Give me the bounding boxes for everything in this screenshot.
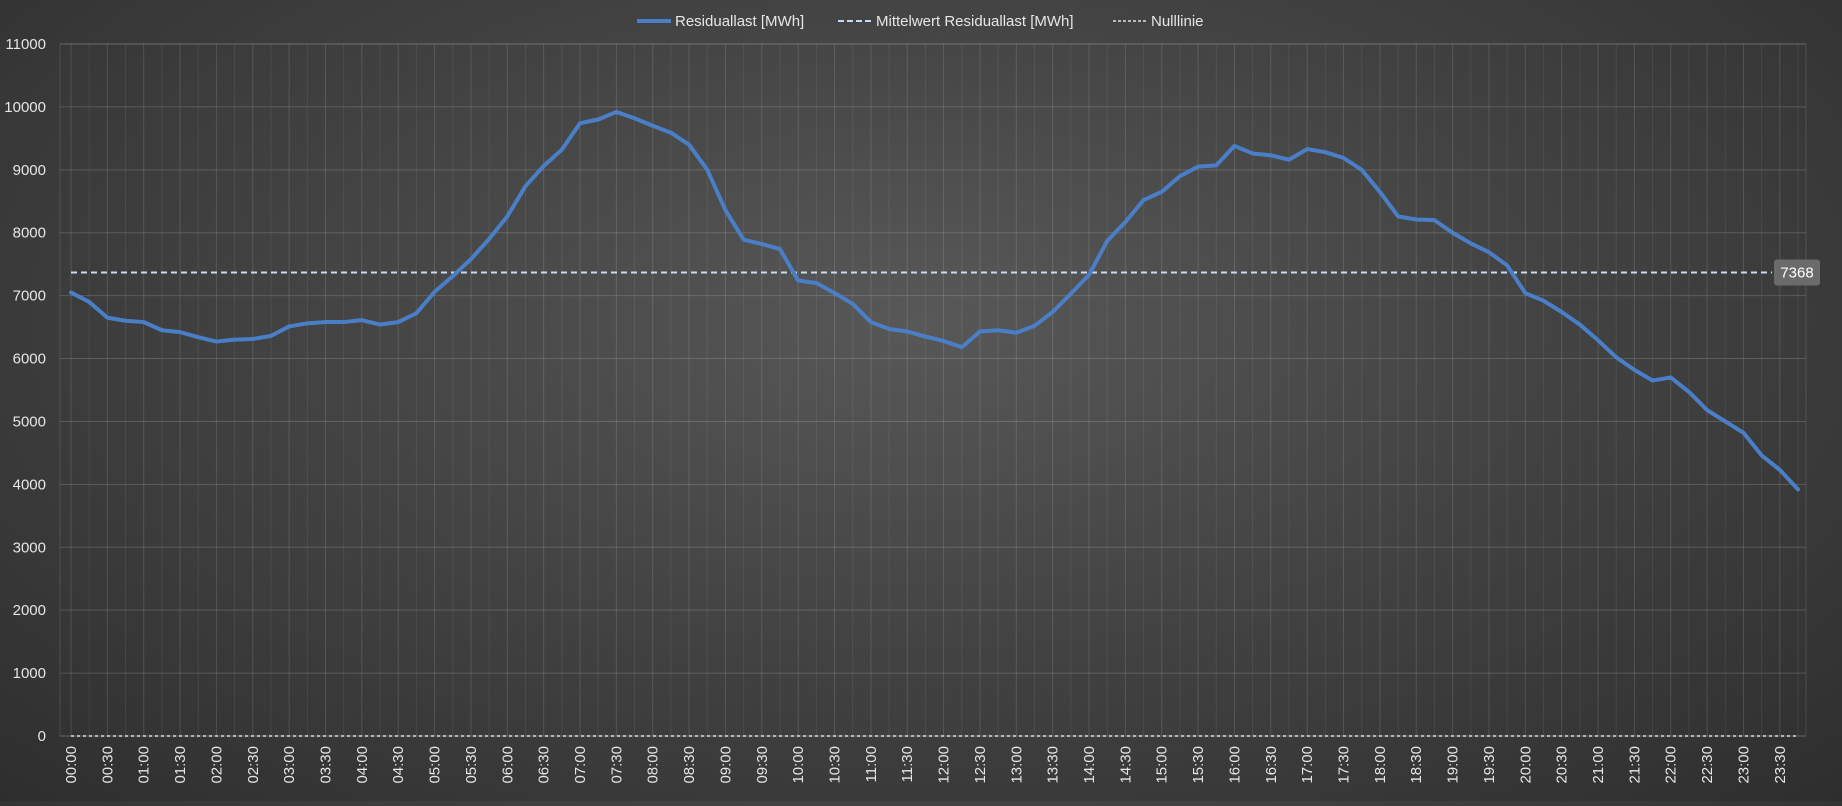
x-tick-label: 15:30	[1190, 746, 1207, 784]
y-tick-label: 10000	[4, 99, 46, 116]
x-tick-label: 12:00	[936, 746, 953, 784]
y-tick-label: 4000	[13, 476, 46, 493]
x-tick-label: 15:00	[1154, 746, 1171, 784]
x-tick-label: 14:30	[1117, 746, 1134, 784]
x-tick-label: 06:30	[536, 746, 553, 784]
x-tick-label: 02:30	[245, 746, 262, 784]
x-tick-label: 23:30	[1772, 746, 1789, 784]
x-tick-label: 13:00	[1008, 746, 1025, 784]
x-tick-label: 14:00	[1081, 746, 1098, 784]
x-tick-label: 05:00	[427, 746, 444, 784]
y-tick-label: 3000	[13, 539, 46, 556]
x-tick-label: 07:30	[608, 746, 625, 784]
grid	[59, 43, 1807, 737]
y-tick-label: 8000	[13, 225, 46, 242]
y-tick-label: 6000	[13, 351, 46, 368]
legend-label: Mittelwert Residuallast [MWh]	[876, 13, 1074, 30]
y-tick-label: 7000	[13, 288, 46, 305]
x-tick-label: 04:00	[354, 746, 371, 784]
x-tick-label: 22:30	[1699, 746, 1716, 784]
x-tick-label: 18:00	[1372, 746, 1389, 784]
x-tick-label: 02:00	[208, 746, 225, 784]
x-tick-label: 03:00	[281, 746, 298, 784]
x-tick-label: 20:00	[1517, 746, 1534, 784]
y-axis: 0 1000 2000 3000 4000 5000 6000 7000 8000 9000 100…	[4, 36, 46, 745]
x-tick-label: 09:00	[717, 746, 734, 784]
series-layer	[69, 109, 1800, 737]
x-tick-label: 16:30	[1263, 746, 1280, 784]
x-tick-label: 10:30	[827, 746, 844, 784]
x-tick-label: 01:30	[172, 746, 189, 784]
x-tick-label: 17:30	[1336, 746, 1353, 784]
annotations: 7368	[1774, 259, 1820, 286]
x-tick-label: 11:30	[899, 746, 916, 782]
y-tick-label: 1000	[13, 665, 46, 682]
x-tick-label: 11:00	[863, 746, 880, 782]
legend: Residuallast [MWh] Mittelwert Residuallas…	[637, 13, 1204, 30]
y-tick-label: 0	[38, 728, 46, 745]
x-tick-label: 00:00	[63, 746, 80, 784]
plot-area-border	[59, 43, 1807, 737]
x-tick-label: 05:30	[463, 746, 480, 784]
y-tick-label: 11000	[5, 36, 46, 53]
y-tick-label: 5000	[13, 413, 46, 430]
x-tick-label: 13:30	[1045, 746, 1062, 784]
x-tick-label: 19:00	[1445, 746, 1462, 784]
x-tick-label: 20:30	[1554, 746, 1571, 784]
x-tick-label: 10:00	[790, 746, 807, 784]
mean-value-label: 7368	[1780, 264, 1813, 281]
x-tick-label: 12:30	[972, 746, 989, 784]
x-tick-label: 01:00	[136, 746, 153, 784]
x-tick-label: 21:00	[1590, 746, 1607, 784]
residuallast-line	[69, 109, 1800, 492]
x-tick-label: 09:30	[754, 746, 771, 784]
x-tick-label: 17:00	[1299, 746, 1316, 784]
x-tick-label: 21:30	[1626, 746, 1643, 784]
x-tick-label: 23:00	[1735, 746, 1752, 784]
x-tick-label: 16:00	[1226, 746, 1243, 784]
x-tick-label: 04:30	[390, 746, 407, 784]
x-tick-label: 18:30	[1408, 746, 1425, 784]
legend-item-nulllinie: Nulllinie	[1113, 13, 1204, 30]
x-tick-label: 08:00	[645, 746, 662, 784]
x-tick-label: 03:30	[318, 746, 335, 784]
legend-label: Nulllinie	[1151, 13, 1204, 30]
y-tick-label: 2000	[13, 602, 46, 619]
x-tick-label: 06:00	[499, 746, 516, 784]
x-tick-label: 00:30	[99, 746, 116, 784]
legend-item-residuallast: Residuallast [MWh]	[637, 13, 804, 30]
legend-label: Residuallast [MWh]	[675, 13, 804, 30]
legend-item-mittelwert: Mittelwert Residuallast [MWh]	[838, 13, 1074, 30]
x-tick-label: 19:30	[1481, 746, 1498, 784]
y-tick-label: 9000	[13, 162, 46, 179]
x-tick-label: 22:00	[1663, 746, 1680, 784]
x-tick-label: 08:30	[681, 746, 698, 784]
x-axis: 00:00 00:30 01:00 01:30 02:00 02:30 03:00 03:30…	[63, 746, 1789, 784]
mean-value-badge	[1774, 259, 1820, 286]
x-tick-label: 07:00	[572, 746, 589, 784]
